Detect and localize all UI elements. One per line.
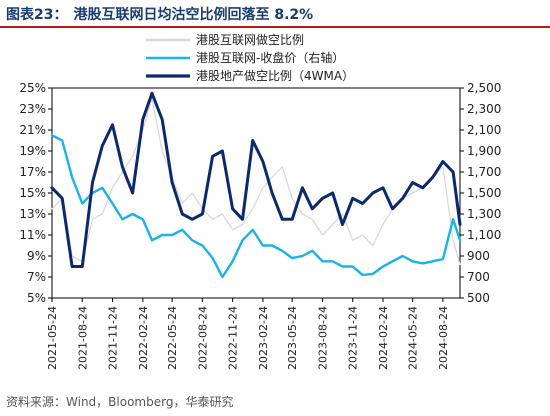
y-right-tick-label: 900	[467, 249, 490, 263]
x-tick-label: 2024-02-24	[377, 306, 390, 370]
series-property-short-ratio	[50, 91, 462, 268]
x-tick-label: 2022-02-24	[137, 306, 150, 370]
figure-label: 图表23：	[6, 7, 68, 23]
x-tick-label: 2021-05-24	[46, 306, 59, 370]
title-rule	[0, 26, 550, 28]
chart-title: 图表23： 港股互联网日均沽空比例回落至 8.2%	[6, 4, 313, 24]
source-prefix: 资料来源：	[6, 395, 67, 409]
y-left-tick-label: 17%	[19, 165, 46, 179]
y-left-tick-label: 13%	[19, 207, 46, 221]
y-right-tick-label: 500	[467, 291, 490, 305]
y-right-tick-label: 1,700	[467, 165, 501, 179]
y-right-tick-label: 2,500	[467, 81, 501, 95]
x-tick-label: 2023-02-24	[257, 306, 270, 370]
series-internet-close-price	[50, 134, 462, 279]
figure-title: 港股互联网日均沽空比例回落至 8.2%	[73, 7, 314, 23]
y-left-tick-label: 21%	[19, 123, 46, 137]
x-tick-label: 2023-05-24	[286, 306, 299, 370]
legend-label-1: 港股互联网做空比例	[196, 32, 304, 47]
y-left-tick-label: 15%	[19, 186, 46, 200]
legend-label-3: 港股地产做空比例（4WMA）	[196, 68, 354, 83]
y-left-tick-label: 11%	[19, 228, 46, 242]
y-left-tick-label: 25%	[19, 81, 46, 95]
y-right-tick-label: 2,300	[467, 102, 501, 116]
y-right-tick-label: 1,900	[467, 144, 501, 158]
x-tick-label: 2022-11-24	[227, 306, 240, 370]
y-right-tick-label: 1,500	[467, 186, 501, 200]
y-left-tick-label: 9%	[27, 249, 46, 263]
source-note: 资料来源：Wind，Bloomberg，华泰研究	[6, 393, 233, 410]
y-left-tick-label: 5%	[27, 291, 46, 305]
legend-label-2: 港股互联网-收盘价（右轴）	[196, 50, 344, 65]
x-tick-label: 2022-08-24	[196, 306, 209, 370]
y-left-tick-label: 19%	[19, 144, 46, 158]
y-left-tick-label: 7%	[27, 270, 46, 284]
x-tick-label: 2021-08-24	[76, 306, 89, 370]
x-tick-label: 2023-11-24	[347, 306, 360, 370]
y-left-tick-label: 23%	[19, 102, 46, 116]
plot-frame	[51, 87, 461, 299]
y-right-tick-label: 1,300	[467, 207, 501, 221]
x-tick-label: 2021-11-24	[107, 306, 120, 370]
y-right-tick-label: 700	[467, 270, 490, 284]
x-tick-label: 2023-08-24	[316, 306, 329, 370]
source-list: Wind，Bloomberg，华泰研究	[66, 395, 234, 409]
x-tick-label: 2022-05-24	[166, 306, 179, 370]
y-right-tick-label: 1,100	[467, 228, 501, 242]
x-tick-label: 2024-05-24	[407, 306, 420, 370]
series-internet-short-ratio	[51, 97, 461, 266]
x-tick-label: 2024-08-24	[437, 306, 450, 370]
y-right-tick-label: 2,100	[467, 123, 501, 137]
